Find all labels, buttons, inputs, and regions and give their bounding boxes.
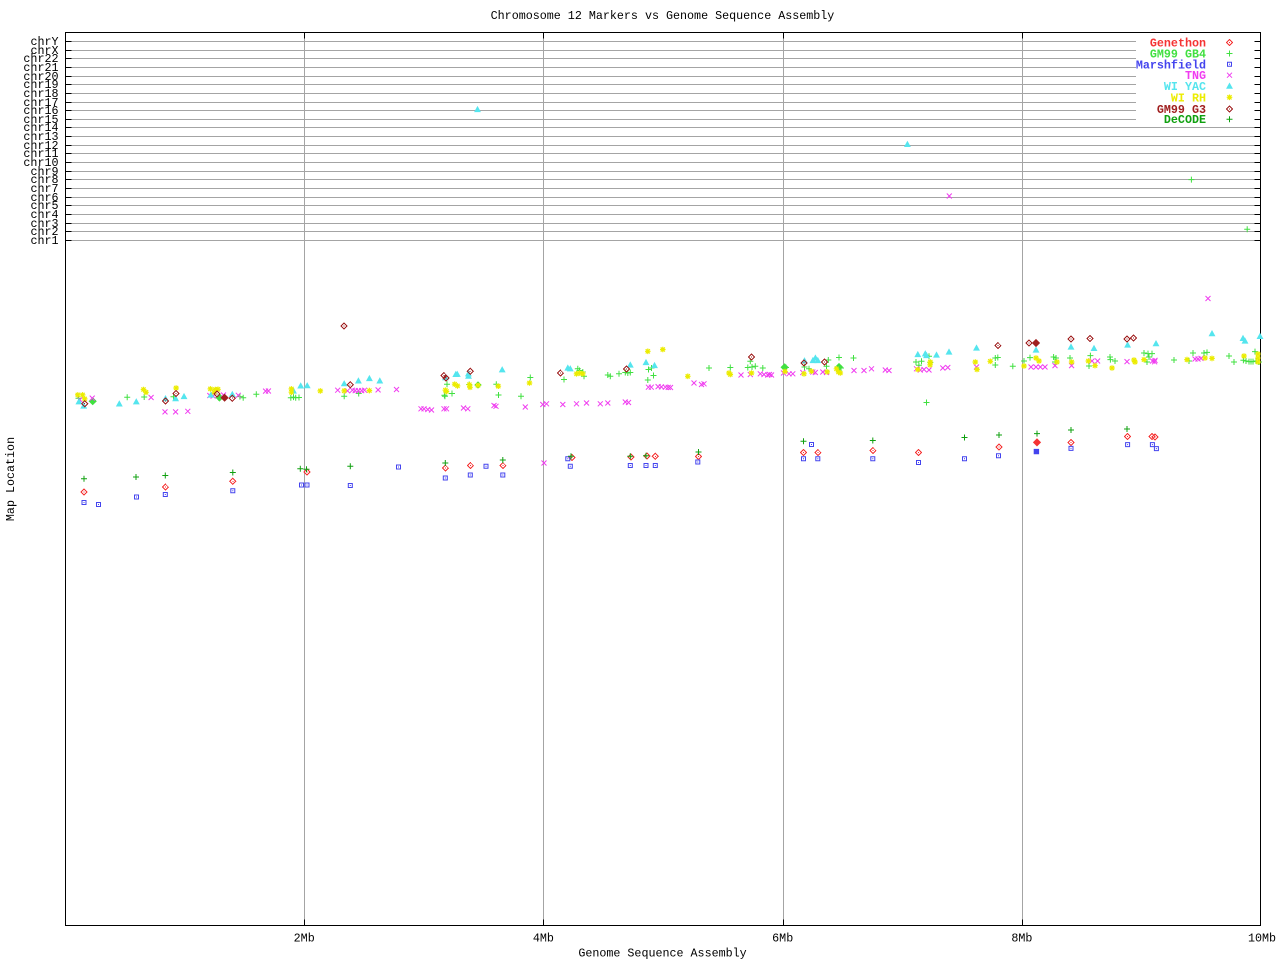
svg-text:chrX: chrX xyxy=(30,44,58,58)
svg-text:GM99 G3: GM99 G3 xyxy=(1157,103,1206,117)
svg-text:chr12: chr12 xyxy=(23,139,58,153)
svg-text:chr11: chr11 xyxy=(23,147,58,161)
svg-text:chr3: chr3 xyxy=(30,217,58,231)
svg-text:WI RH: WI RH xyxy=(1171,91,1206,105)
svg-text:TNG: TNG xyxy=(1185,69,1206,83)
svg-text:chr19: chr19 xyxy=(23,78,58,92)
svg-text:chr1: chr1 xyxy=(30,234,58,248)
svg-text:chr10: chr10 xyxy=(23,156,58,170)
svg-text:chr6: chr6 xyxy=(30,191,58,205)
svg-text:8Mb: 8Mb xyxy=(1011,932,1032,946)
svg-text:DeCODE: DeCODE xyxy=(1164,113,1206,127)
svg-text:chr5: chr5 xyxy=(30,199,58,213)
svg-text:chr4: chr4 xyxy=(30,208,58,222)
svg-text:6Mb: 6Mb xyxy=(772,932,793,946)
svg-text:Chromosome 12 Markers vs Genom: Chromosome 12 Markers vs Genome Sequence… xyxy=(491,9,835,23)
svg-text:Map Location: Map Location xyxy=(4,437,18,521)
svg-text:4Mb: 4Mb xyxy=(533,932,554,946)
svg-text:2Mb: 2Mb xyxy=(294,932,315,946)
svg-text:chr14: chr14 xyxy=(23,121,58,135)
svg-text:WI YAC: WI YAC xyxy=(1164,80,1206,94)
svg-text:chr7: chr7 xyxy=(30,182,58,196)
svg-text:chr17: chr17 xyxy=(23,96,58,110)
svg-text:chr9: chr9 xyxy=(30,165,58,179)
svg-text:chr22: chr22 xyxy=(23,52,58,66)
svg-text:Genome Sequence Assembly: Genome Sequence Assembly xyxy=(578,947,746,961)
svg-text:10Mb: 10Mb xyxy=(1248,932,1276,946)
svg-text:chr2: chr2 xyxy=(30,225,58,239)
svg-text:chr15: chr15 xyxy=(23,113,58,127)
svg-text:GM99 GB4: GM99 GB4 xyxy=(1150,48,1206,62)
svg-text:chr16: chr16 xyxy=(23,104,58,118)
svg-text:chrY: chrY xyxy=(30,35,58,49)
svg-text:chr20: chr20 xyxy=(23,70,58,84)
svg-text:chr8: chr8 xyxy=(30,173,58,187)
svg-text:chr21: chr21 xyxy=(23,61,58,75)
svg-text:Genethon: Genethon xyxy=(1150,37,1206,51)
svg-text:chr13: chr13 xyxy=(23,130,58,144)
svg-text:Marshfield: Marshfield xyxy=(1136,58,1206,72)
svg-text:chr18: chr18 xyxy=(23,87,58,101)
